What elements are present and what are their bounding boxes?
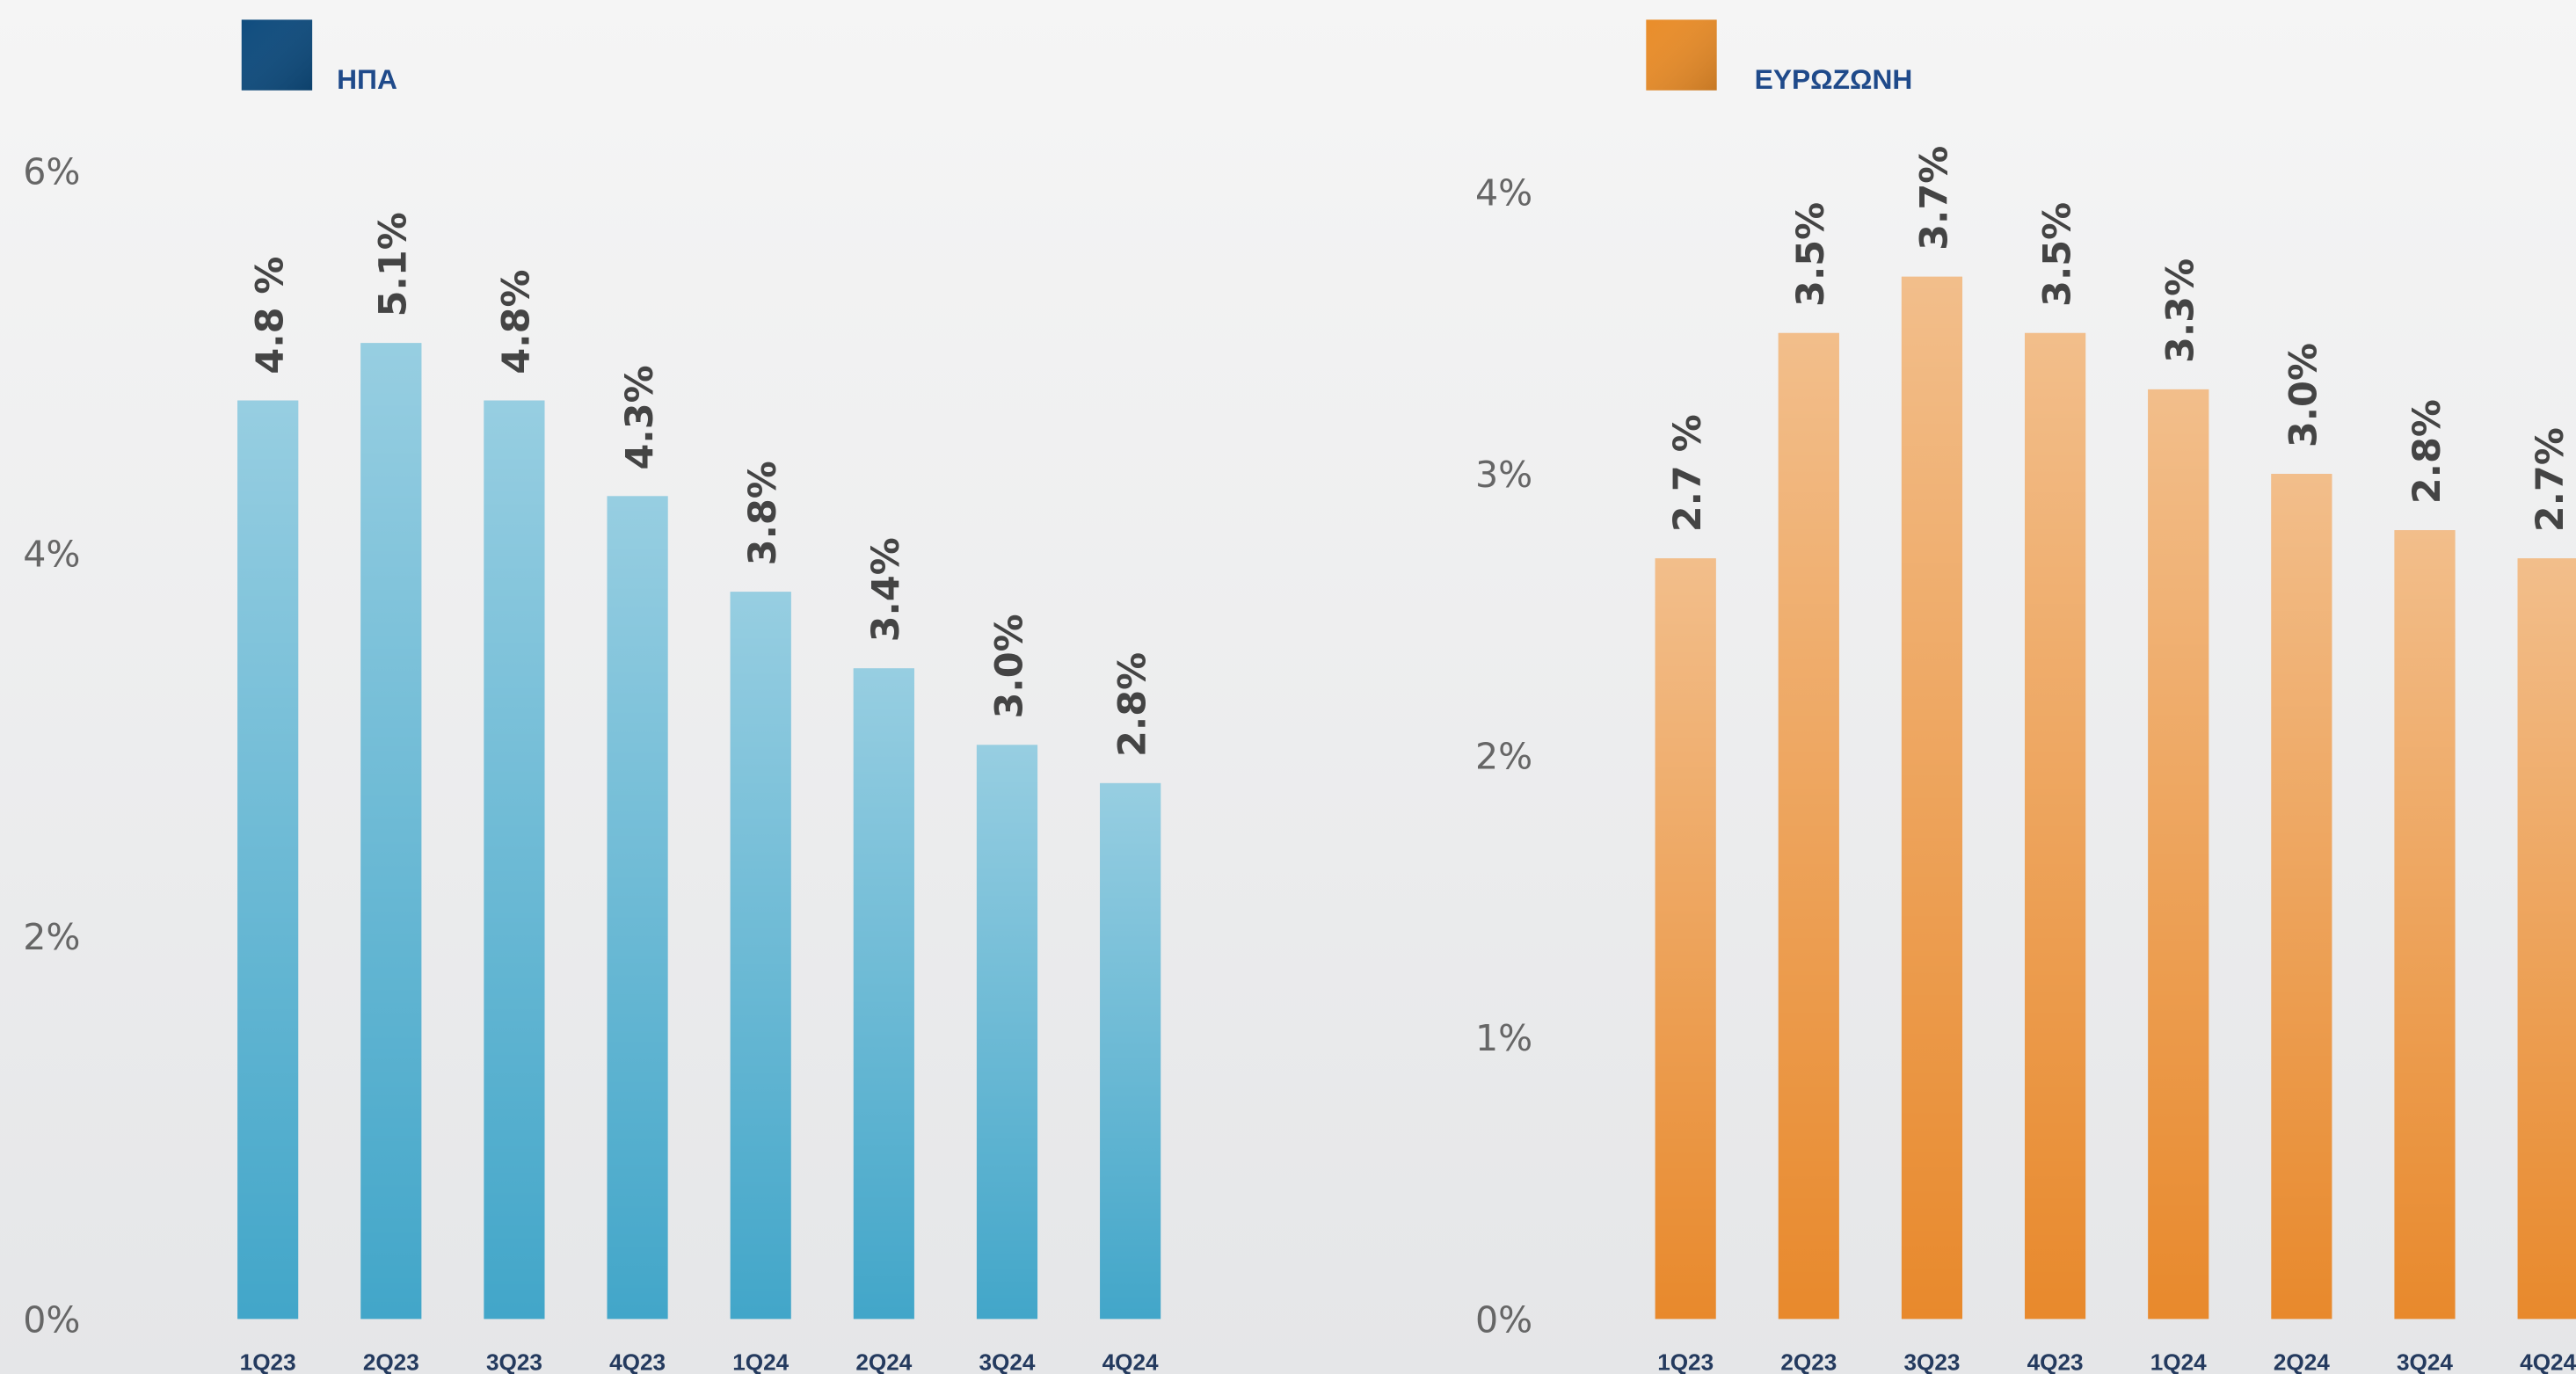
y-tick-label: 1% — [1475, 1017, 1532, 1059]
legend-label: ΕΥΡΩΖΩΝΗ — [1755, 63, 1913, 95]
bar-shine — [1901, 276, 1963, 1319]
y-tick-label: 0% — [1475, 1298, 1532, 1341]
value-label: 3.5% — [2035, 202, 2079, 307]
bar-shine — [2148, 389, 2209, 1319]
x-tick-label: 4Q24 — [1102, 1349, 1159, 1374]
bar-shine — [2517, 558, 2576, 1319]
x-tick-label: 3Q24 — [2397, 1349, 2453, 1374]
y-tick-label: 2% — [1475, 735, 1532, 777]
bar-shine — [1778, 332, 1839, 1319]
value-label: 3.8% — [741, 461, 785, 565]
bar-shine — [853, 668, 914, 1319]
x-tick-label: 2Q24 — [855, 1349, 912, 1374]
bar-shine — [237, 400, 299, 1319]
value-label: 3.0% — [2282, 343, 2326, 447]
x-tick-label: 2Q24 — [2274, 1349, 2330, 1374]
y-tick-label: 3% — [1475, 454, 1532, 496]
value-label: 3.5% — [1789, 202, 1833, 307]
bar-shine — [976, 745, 1038, 1319]
y-tick-label: 4% — [23, 534, 80, 576]
x-tick-label: 1Q24 — [732, 1349, 789, 1374]
bar-shine — [730, 592, 791, 1319]
x-tick-label: 1Q24 — [2150, 1349, 2207, 1374]
value-label: 5.1% — [372, 212, 416, 316]
legend-swatch-shade — [1646, 19, 1717, 91]
y-tick-label: 6% — [23, 150, 80, 193]
x-tick-label: 4Q23 — [2027, 1349, 2084, 1374]
x-tick-label: 1Q23 — [240, 1349, 296, 1374]
x-tick-label: 2Q23 — [363, 1349, 419, 1374]
x-tick-label: 3Q24 — [979, 1349, 1036, 1374]
bar-shine — [2025, 332, 2086, 1319]
x-tick-label: 3Q23 — [1903, 1349, 1960, 1374]
bar-shine — [1100, 782, 1161, 1319]
bar-shine — [1655, 558, 1716, 1319]
value-label: 4.8% — [495, 269, 539, 374]
bar-shine — [2271, 474, 2332, 1319]
x-tick-label: 4Q24 — [2520, 1349, 2576, 1374]
x-tick-label: 2Q23 — [1780, 1349, 1837, 1374]
value-label: 3.4% — [864, 537, 908, 642]
legend-label: ΗΠΑ — [337, 63, 397, 95]
legend-swatch-shade — [241, 19, 313, 91]
bar-shine — [484, 400, 545, 1319]
y-tick-label: 0% — [23, 1298, 80, 1341]
value-label: 2.7 % — [1666, 414, 1710, 532]
y-tick-label: 4% — [1475, 172, 1532, 214]
x-tick-label: 4Q23 — [609, 1349, 666, 1374]
x-tick-label: 1Q23 — [1657, 1349, 1714, 1374]
value-label: 2.8% — [2405, 399, 2449, 504]
value-label: 4.8 % — [248, 257, 292, 374]
value-label: 2.8% — [1110, 652, 1154, 757]
value-label: 3.3% — [2159, 258, 2203, 363]
value-label: 4.3% — [618, 365, 662, 469]
bar-shine — [607, 496, 668, 1319]
bar-shine — [2394, 530, 2456, 1319]
value-label: 2.7% — [2529, 427, 2572, 532]
y-tick-label: 2% — [23, 916, 80, 958]
value-label: 3.7% — [1912, 146, 1956, 251]
bar-shine — [360, 343, 422, 1319]
value-label: 3.0% — [987, 614, 1031, 718]
x-tick-label: 3Q23 — [486, 1349, 542, 1374]
